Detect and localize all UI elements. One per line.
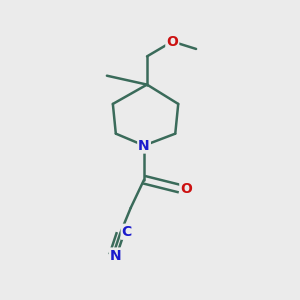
Text: C: C [122, 225, 132, 239]
Text: O: O [180, 182, 192, 196]
Text: N: N [110, 248, 122, 262]
Text: N: N [138, 139, 150, 152]
Text: O: O [167, 34, 178, 49]
